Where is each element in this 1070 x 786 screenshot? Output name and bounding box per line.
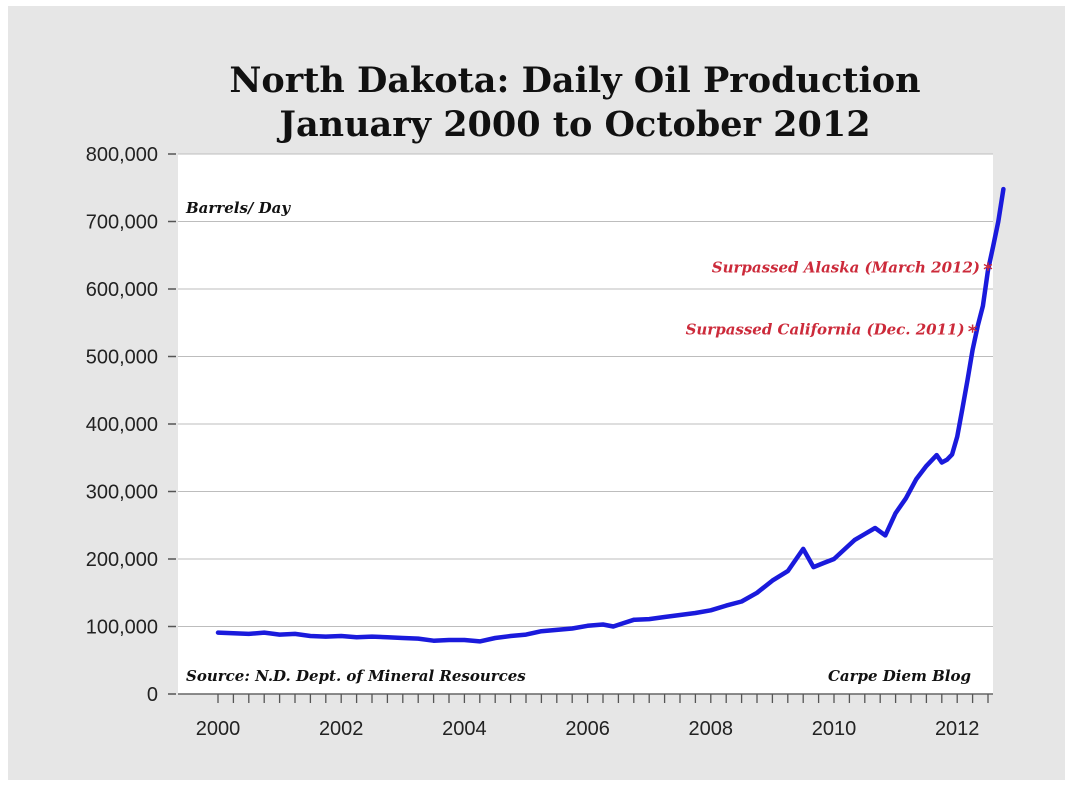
x-tick-label-0: 2000 [196,718,241,740]
series-layer [215,186,1006,644]
gridlines [178,153,993,627]
annotation-label-0: Surpassed California (Dec. 2011) [686,321,965,339]
chart-title-line2: January 2000 to October 2012 [276,104,870,145]
credit-note: Carpe Diem Blog [828,667,971,685]
annotations: *Surpassed California (Dec. 2011)*Surpas… [686,258,994,342]
y-tick-label-8: 800,000 [86,144,158,166]
x-tick-label-2: 2004 [442,718,487,740]
y-tick-label-2: 200,000 [86,549,158,571]
x-tick-label-5: 2010 [812,718,857,740]
chart-title-line1: North Dakota: Daily Oil Production [229,60,920,101]
source-note: Source: N.D. Dept. of Mineral Resources [186,667,526,685]
y-tick-label-3: 300,000 [86,482,158,504]
annotation-label-1: Surpassed Alaska (March 2012) [712,258,980,276]
annotation-marker-0: * [968,322,978,343]
y-tick-label-0: 0 [147,684,158,706]
y-axis-label: Barrels/ Day [185,199,291,217]
y-tick-label-6: 600,000 [86,279,158,301]
series-line-0 [215,186,1006,644]
x-tick-label-3: 2006 [565,718,610,740]
x-tick-label-1: 2002 [319,718,364,740]
y-tick-label-1: 100,000 [86,617,158,639]
y-tick-label-5: 500,000 [86,347,158,369]
x-tick-label-4: 2008 [689,718,734,740]
x-tick-label-6: 2012 [935,718,980,740]
annotation-marker-1: * [983,259,993,280]
y-axis: 0 100,000 200,000 300,000 400,000 500,000 600,… [86,144,176,706]
y-tick-label-4: 400,000 [86,414,158,436]
y-tick-label-7: 700,000 [86,212,158,234]
x-axis: 2000 2002 2004 2006 2008 2010 2012 [178,693,993,740]
